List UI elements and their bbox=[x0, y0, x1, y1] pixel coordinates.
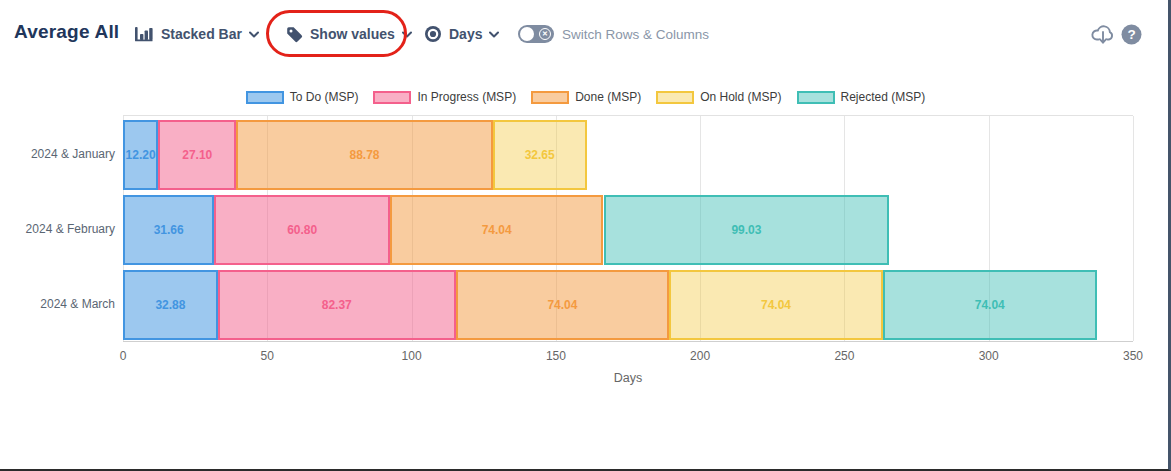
switch-rows-columns-label: Switch Rows & Columns bbox=[562, 27, 709, 42]
bar-row: 12.20 27.10 88.78 32.65 bbox=[123, 120, 1133, 190]
bar-value-label: 32.65 bbox=[525, 148, 555, 162]
export-download-icon[interactable] bbox=[1091, 24, 1115, 45]
unit-dropdown[interactable]: Days bbox=[424, 21, 499, 47]
bar-segment[interactable]: 31.66 bbox=[123, 195, 214, 265]
chevron-down-icon bbox=[489, 31, 499, 38]
bar-value-label: 74.04 bbox=[761, 298, 791, 312]
legend-swatch bbox=[531, 91, 569, 104]
tag-icon bbox=[286, 26, 303, 43]
legend-label: On Hold (MSP) bbox=[700, 90, 781, 104]
toggle-knob bbox=[520, 27, 534, 41]
bar-row: 32.88 82.37 74.04 74.04 74.04 bbox=[123, 270, 1133, 340]
bar-value-label: 74.04 bbox=[975, 298, 1005, 312]
category-label: 2024 & January bbox=[0, 147, 115, 161]
plot-area: 12.20 27.10 88.78 32.65 31.66 60.80 74.04 99.03… bbox=[123, 115, 1133, 341]
category-label: 2024 & February bbox=[0, 222, 115, 236]
x-tick-label: 0 bbox=[120, 349, 127, 363]
gridline bbox=[1133, 116, 1134, 341]
legend-swatch bbox=[246, 91, 284, 104]
page-title: Average All bbox=[14, 21, 119, 43]
svg-text:?: ? bbox=[1127, 27, 1135, 42]
chevron-down-icon bbox=[249, 31, 259, 38]
bar-value-label: 99.03 bbox=[731, 223, 761, 237]
legend-swatch bbox=[373, 91, 411, 104]
chevron-down-icon bbox=[402, 31, 412, 38]
x-tick-label: 100 bbox=[402, 349, 422, 363]
legend-item[interactable]: In Progress (MSP) bbox=[373, 90, 516, 104]
bar-value-label: 82.37 bbox=[322, 298, 352, 312]
bar-value-label: 74.04 bbox=[482, 223, 512, 237]
bar-row: 31.66 60.80 74.04 99.03 bbox=[123, 195, 1133, 265]
x-tick-label: 50 bbox=[261, 349, 274, 363]
bar-segment[interactable]: 74.04 bbox=[669, 270, 883, 340]
x-tick-label: 150 bbox=[546, 349, 566, 363]
legend-swatch bbox=[656, 91, 694, 104]
bar-segment[interactable]: 60.80 bbox=[214, 195, 390, 265]
help-icon[interactable]: ? bbox=[1121, 24, 1142, 45]
legend-item[interactable]: Rejected (MSP) bbox=[797, 90, 926, 104]
bar-segment[interactable]: 12.20 bbox=[123, 120, 158, 190]
bar-segment[interactable]: 74.04 bbox=[883, 270, 1097, 340]
chart-gadget-page: Average All Stacked Bar Show values bbox=[0, 0, 1171, 471]
bar-segment[interactable]: 74.04 bbox=[456, 270, 670, 340]
x-axis-line bbox=[123, 341, 1133, 342]
x-tick-label: 200 bbox=[690, 349, 710, 363]
toggle-x-icon: ✕ bbox=[539, 28, 551, 40]
bar-segment[interactable]: 27.10 bbox=[158, 120, 236, 190]
category-label: 2024 & March bbox=[0, 297, 115, 311]
bar-value-label: 32.88 bbox=[155, 298, 185, 312]
legend-item[interactable]: Done (MSP) bbox=[531, 90, 641, 104]
bar-segment[interactable]: 99.03 bbox=[604, 195, 890, 265]
bar-segment[interactable]: 32.65 bbox=[493, 120, 587, 190]
show-values-label: Show values bbox=[310, 26, 395, 42]
target-icon bbox=[424, 25, 442, 43]
toggle-pill-off[interactable]: ✕ bbox=[518, 25, 554, 43]
bar-value-label: 60.80 bbox=[287, 223, 317, 237]
x-tick-label: 250 bbox=[834, 349, 854, 363]
chart-type-label: Stacked Bar bbox=[161, 26, 242, 42]
bar-value-label: 31.66 bbox=[154, 223, 184, 237]
legend-item[interactable]: On Hold (MSP) bbox=[656, 90, 781, 104]
bar-segment[interactable]: 88.78 bbox=[236, 120, 492, 190]
bar-segment[interactable]: 74.04 bbox=[390, 195, 604, 265]
x-axis-title: Days bbox=[123, 371, 1133, 385]
legend-label: Done (MSP) bbox=[575, 90, 641, 104]
legend-label: In Progress (MSP) bbox=[417, 90, 516, 104]
unit-label: Days bbox=[449, 26, 482, 42]
bar-segment[interactable]: 32.88 bbox=[123, 270, 218, 340]
x-tick-label: 300 bbox=[979, 349, 999, 363]
bar-value-label: 88.78 bbox=[349, 148, 379, 162]
legend-swatch bbox=[797, 91, 835, 104]
x-tick-label: 350 bbox=[1123, 349, 1143, 363]
legend-label: To Do (MSP) bbox=[290, 90, 359, 104]
bar-value-label: 12.20 bbox=[126, 148, 156, 162]
bar-value-label: 74.04 bbox=[547, 298, 577, 312]
legend-label: Rejected (MSP) bbox=[841, 90, 926, 104]
chart-type-dropdown[interactable]: Stacked Bar bbox=[135, 21, 259, 47]
chart-legend: To Do (MSP) In Progress (MSP) Done (MSP) On… bbox=[0, 90, 1171, 104]
show-values-dropdown[interactable]: Show values bbox=[286, 21, 412, 47]
bar-segment[interactable]: 82.37 bbox=[218, 270, 456, 340]
stacked-bar-icon bbox=[135, 26, 154, 42]
bar-value-label: 27.10 bbox=[182, 148, 212, 162]
legend-item[interactable]: To Do (MSP) bbox=[246, 90, 359, 104]
switch-rows-columns-toggle[interactable]: ✕ Switch Rows & Columns bbox=[518, 25, 709, 43]
